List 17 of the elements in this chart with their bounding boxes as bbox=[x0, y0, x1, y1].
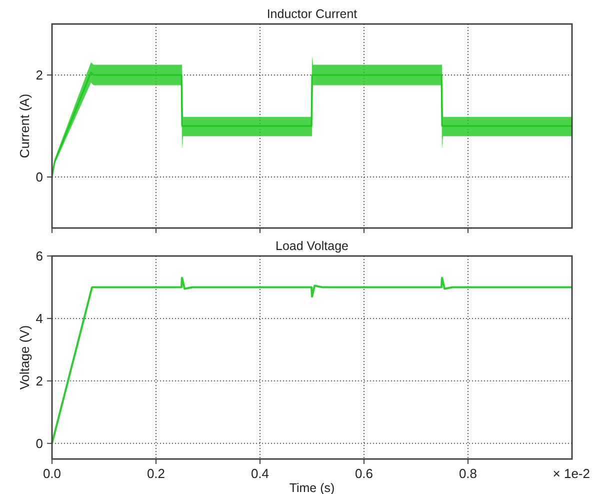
x-tick-label: 0.6 bbox=[354, 466, 374, 481]
x-tick-label: 0.4 bbox=[250, 466, 270, 481]
y-tick-label: 4 bbox=[36, 310, 43, 326]
y-tick-label: 6 bbox=[36, 248, 43, 264]
y-tick-label: 2 bbox=[36, 68, 43, 82]
y-axis-title: Current (A) bbox=[17, 94, 32, 158]
y-axis-title: Voltage (V) bbox=[17, 325, 32, 390]
chart-title: Inductor Current bbox=[266, 7, 358, 21]
line-series bbox=[51, 276, 573, 444]
x-tick-label: 0.8 bbox=[458, 466, 478, 481]
x-tick-label: 0.2 bbox=[146, 466, 166, 481]
y-tick-label: 0 bbox=[36, 170, 43, 184]
chart-title: Load Voltage bbox=[276, 239, 349, 253]
x-tick-label: 0.0 bbox=[42, 466, 62, 481]
text: × 1e-2 bbox=[552, 466, 590, 481]
y-tick-label: 2 bbox=[36, 373, 43, 388]
y-tick-label: 0 bbox=[36, 436, 43, 451]
